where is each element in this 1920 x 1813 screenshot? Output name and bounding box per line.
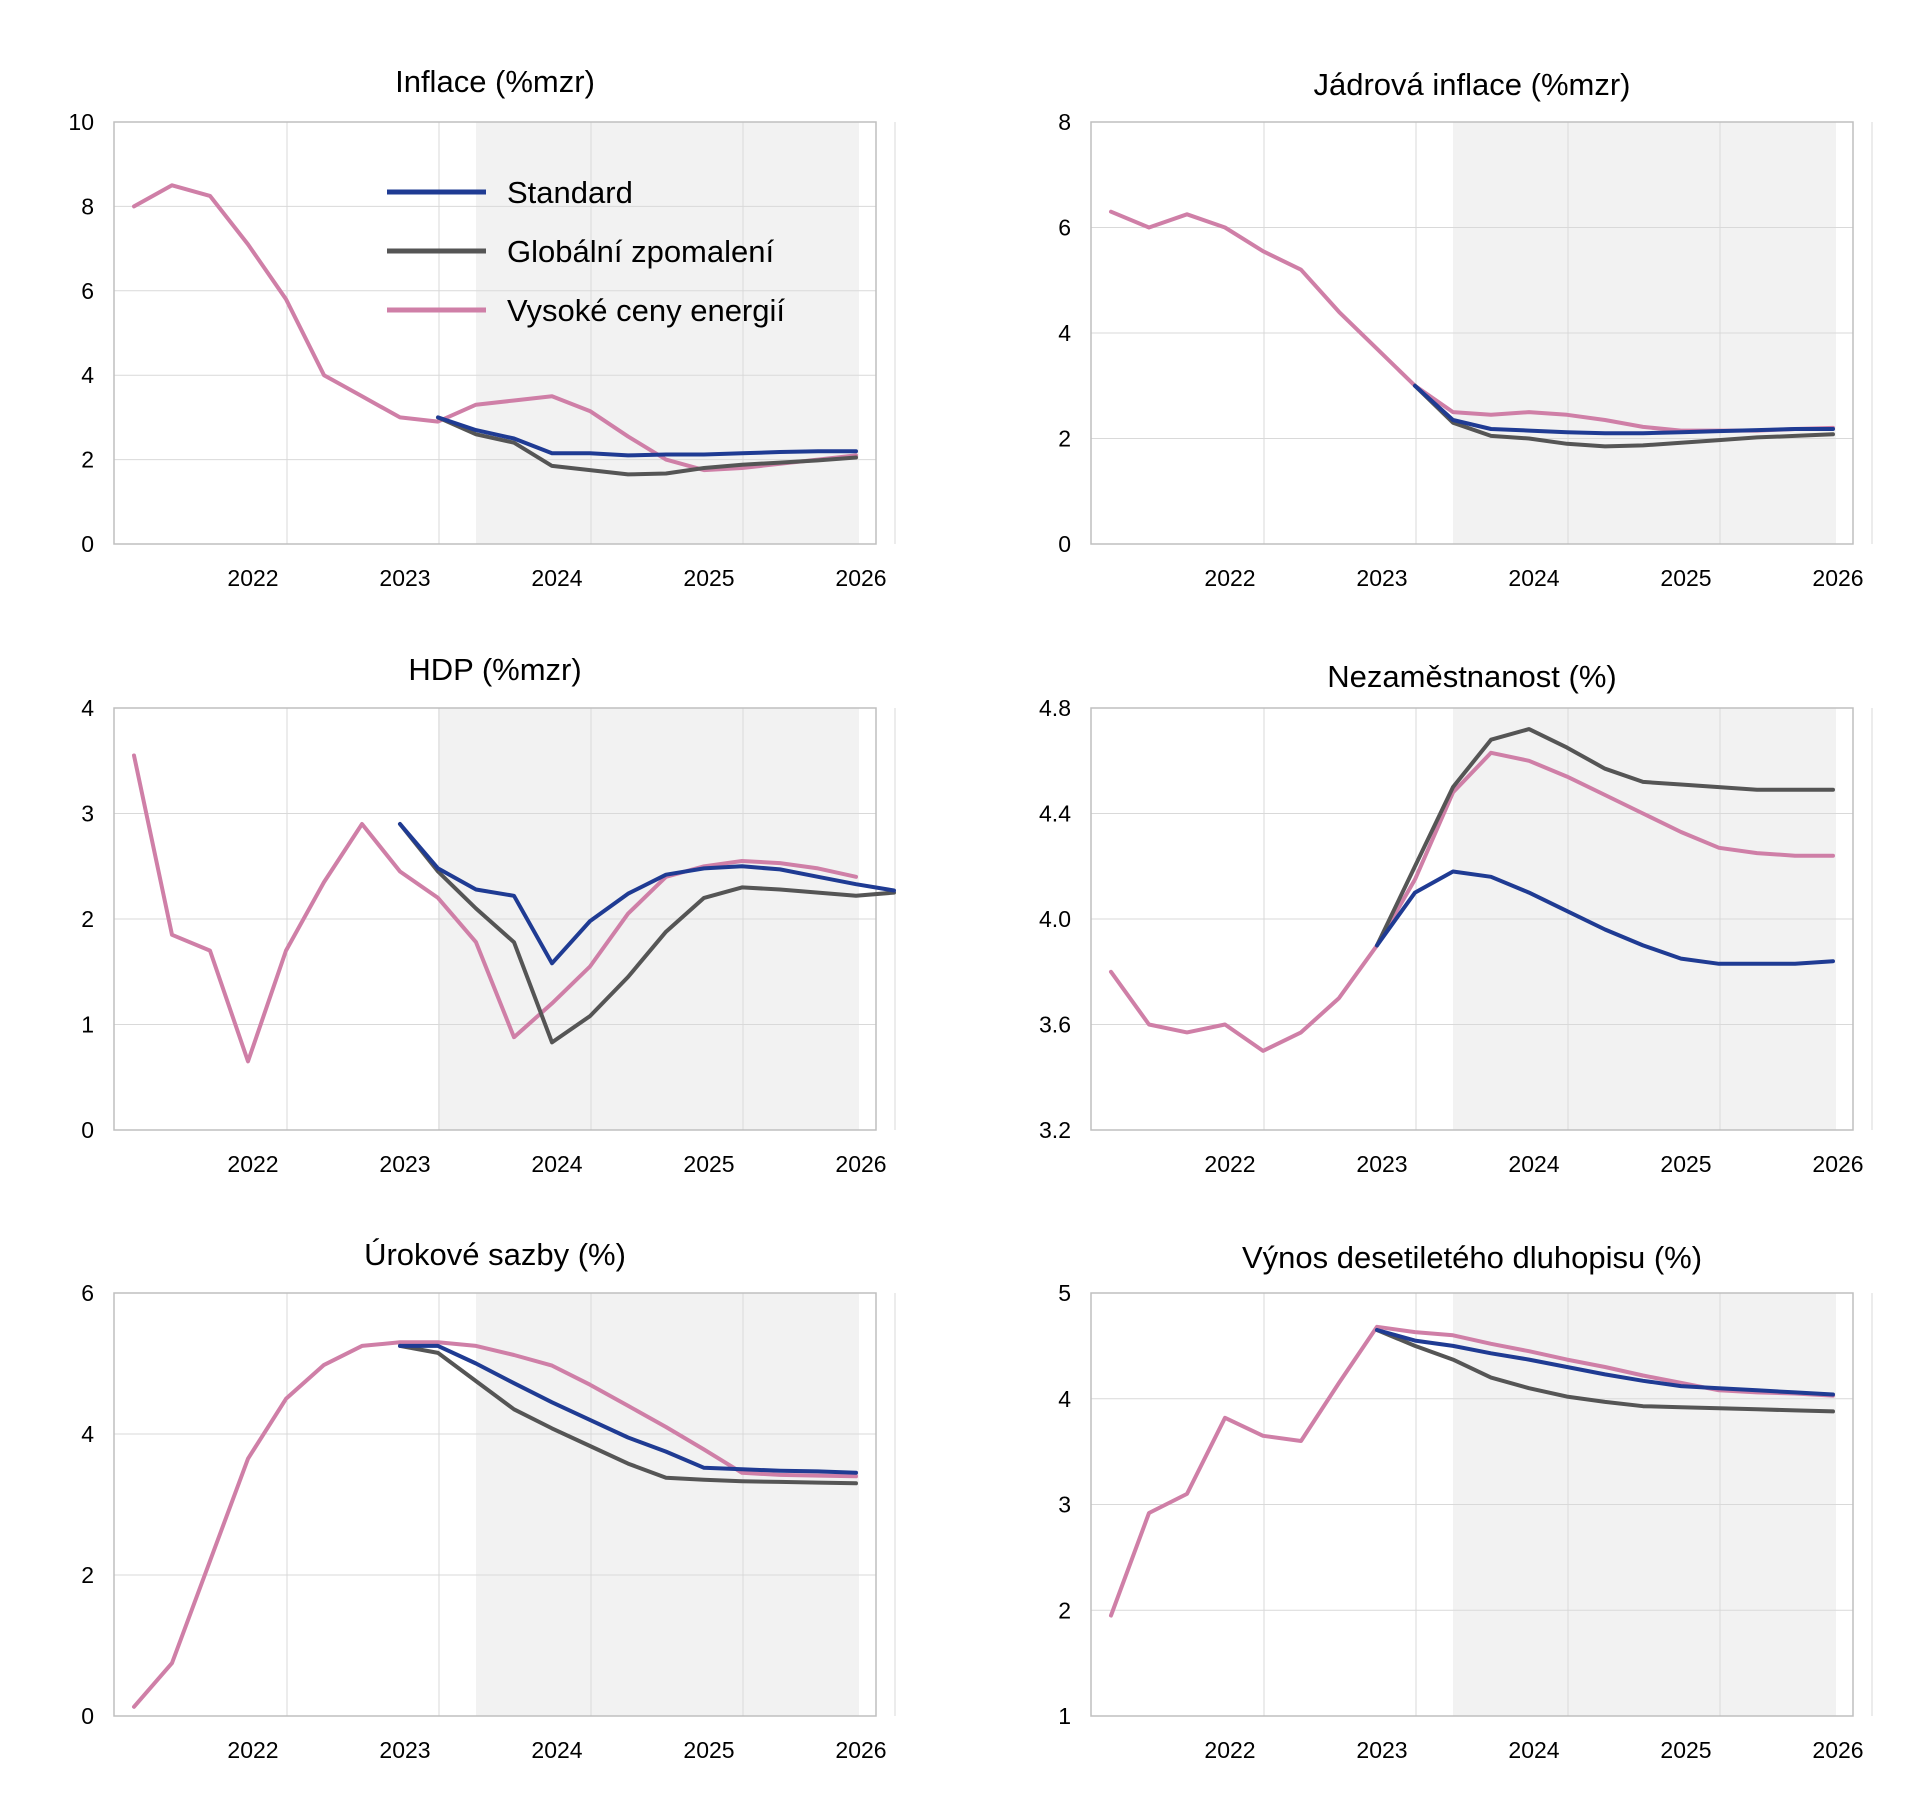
y-tick-label: 8: [81, 193, 94, 219]
y-tick-label: 3.2: [1039, 1117, 1071, 1143]
series-line-standard: [398, 1343, 858, 1475]
series-line-standard: [1375, 1328, 1835, 1397]
plot-frame: [1090, 121, 1854, 545]
x-tick-label: 2026: [1812, 565, 1863, 591]
x-tick-label: 2024: [531, 1151, 582, 1177]
legend: Standard Globální zpomalení Vysoké ceny en…: [387, 175, 785, 328]
x-tick-label: 2024: [1508, 565, 1559, 591]
y-tick-label: 4: [81, 362, 94, 388]
y-tick-label: 2: [1058, 1597, 1071, 1623]
x-tick-label: 2022: [1204, 565, 1255, 591]
y-tick-label: 4.8: [1039, 695, 1071, 721]
series-line-globalni-zpomaleni: [1375, 727, 1835, 948]
x-tick-label: 2022: [227, 1151, 278, 1177]
x-tick-label: 2025: [1660, 1737, 1711, 1763]
chart-title: Jádrová inflace (%mzr): [1314, 67, 1631, 102]
y-tick-label: 1: [1058, 1703, 1071, 1729]
y-tick-label: 4.0: [1039, 906, 1071, 932]
chart-title: Úrokové sazby (%): [364, 1237, 626, 1272]
y-tick-label: 1: [81, 1012, 94, 1038]
plot-frame: [1090, 1292, 1854, 1717]
y-tick-label: 0: [1058, 531, 1071, 557]
series-line-globalni-zpomaleni: [436, 415, 858, 477]
chart-title: Nezaměstnanost (%): [1327, 659, 1616, 694]
x-tick-label: 2025: [683, 565, 734, 591]
y-tick-label: 6: [81, 278, 94, 304]
x-tick-label: 2026: [1812, 1151, 1863, 1177]
x-tick-label: 2025: [1660, 565, 1711, 591]
series-line-globalni-zpomaleni: [398, 822, 896, 1045]
x-tick-label: 2022: [227, 565, 278, 591]
x-tick-label: 2023: [379, 565, 430, 591]
forecast-shading: [476, 1293, 859, 1716]
y-tick-label: 3: [81, 801, 94, 827]
y-tick-label: 6: [1058, 215, 1071, 241]
x-tick-label: 2025: [1660, 1151, 1711, 1177]
y-tick-label: 10: [68, 109, 94, 135]
x-tick-label: 2024: [531, 1737, 582, 1763]
legend-label-vysoke-ceny-energii: Vysoké ceny energií: [507, 293, 785, 328]
y-tick-label: 2: [81, 447, 94, 473]
x-tick-label: 2026: [835, 1737, 886, 1763]
series-line-globalni-zpomaleni: [1375, 1328, 1835, 1414]
y-tick-label: 3.6: [1039, 1012, 1071, 1038]
y-tick-label: 4.4: [1039, 801, 1071, 827]
series-line-standard: [1413, 383, 1835, 436]
chart-panel-4: 3.2 3.6 4.0 4.4 4.8 2022 2023 2024 2025 2026 Nezam…: [1039, 659, 1873, 1177]
plot-frame: [113, 1292, 877, 1717]
chart-panel-2: 0 2 4 6 8 2022 2023 2024 2025 2026 Jádrová inflace…: [1058, 67, 1873, 591]
x-tick-label: 2026: [835, 1151, 886, 1177]
x-tick-label: 2023: [379, 1151, 430, 1177]
legend-label-globalni-zpomaleni: Globální zpomalení: [507, 234, 774, 269]
x-tick-label: 2023: [1356, 1151, 1407, 1177]
chart-panel-3: 0 1 2 3 4 2022 2023 2024 2025 2026 HDP (%mzr): [81, 652, 896, 1177]
y-tick-label: 4: [81, 1421, 94, 1447]
y-tick-label: 2: [81, 906, 94, 932]
series-line-standard: [398, 822, 896, 966]
plot-frame: [113, 707, 877, 1131]
y-tick-label: 0: [81, 1703, 94, 1729]
x-tick-label: 2024: [1508, 1737, 1559, 1763]
y-tick-label: 0: [81, 1117, 94, 1143]
chart-title: Inflace (%mzr): [395, 64, 595, 99]
chart-title: HDP (%mzr): [408, 652, 581, 687]
x-tick-label: 2023: [1356, 1737, 1407, 1763]
x-tick-label: 2025: [683, 1151, 734, 1177]
plot-frame: [113, 121, 877, 545]
x-tick-label: 2023: [379, 1737, 430, 1763]
series-line-vysoke-ceny-energii: [132, 183, 858, 473]
y-tick-label: 2: [81, 1562, 94, 1588]
x-tick-label: 2023: [1356, 565, 1407, 591]
y-tick-label: 2: [1058, 426, 1071, 452]
x-tick-label: 2024: [531, 565, 582, 591]
chart-title: Výnos desetiletého dluhopisu (%): [1242, 1240, 1702, 1275]
plot-frame: [1090, 707, 1854, 1131]
x-tick-label: 2022: [1204, 1151, 1255, 1177]
y-tick-label: 3: [1058, 1492, 1071, 1518]
series-line-vysoke-ceny-energii: [1109, 750, 1835, 1053]
series-line-globalni-zpomaleni: [398, 1343, 858, 1486]
x-tick-label: 2026: [835, 565, 886, 591]
y-tick-label: 4: [81, 695, 94, 721]
y-tick-label: 5: [1058, 1280, 1071, 1306]
chart-panel-1: 0 2 4 6 8 10 2022 2023 2024 2025 2026 Inflace (%mzr…: [68, 64, 896, 591]
x-tick-label: 2024: [1508, 1151, 1559, 1177]
series-line-standard: [1375, 869, 1835, 966]
y-tick-label: 6: [81, 1280, 94, 1306]
y-tick-label: 4: [1058, 320, 1071, 346]
x-tick-label: 2022: [227, 1737, 278, 1763]
series-line-vysoke-ceny-energii: [132, 753, 858, 1064]
y-tick-label: 0: [81, 531, 94, 557]
x-tick-label: 2026: [1812, 1737, 1863, 1763]
x-tick-label: 2022: [1204, 1737, 1255, 1763]
chart-panel-6: 1 2 3 4 5 2022 2023 2024 2025 2026 Výnos desetilet…: [1058, 1240, 1873, 1763]
series-line-standard: [436, 415, 858, 458]
chart-panel-5: 0 2 4 6 2022 2023 2024 2025 2026 Úrokové sazby (%…: [81, 1237, 896, 1763]
y-tick-label: 8: [1058, 109, 1071, 135]
x-tick-label: 2025: [683, 1737, 734, 1763]
series-line-globalni-zpomaleni: [1413, 383, 1835, 449]
y-tick-label: 4: [1058, 1386, 1071, 1412]
legend-label-standard: Standard: [507, 175, 633, 210]
